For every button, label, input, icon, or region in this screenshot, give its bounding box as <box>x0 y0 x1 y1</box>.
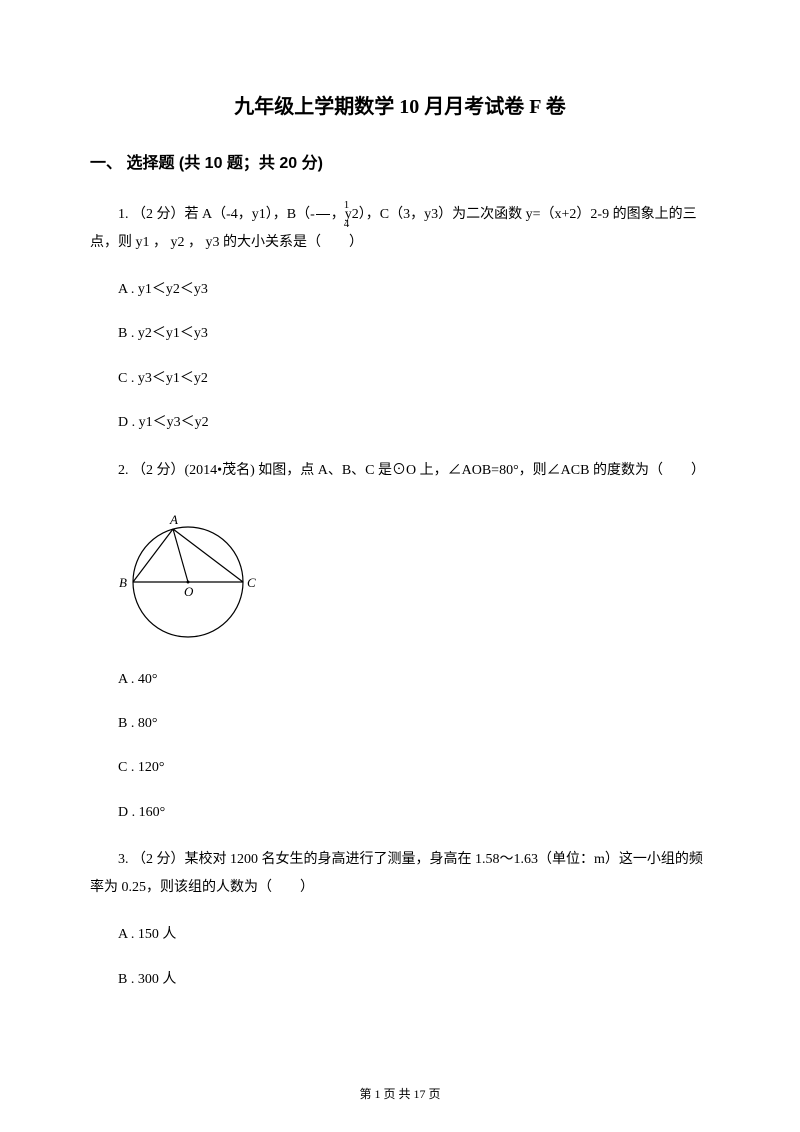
frac-denominator: 4 <box>316 219 330 230</box>
q2-option-d: D . 160° <box>90 802 710 824</box>
q1-option-b: B . y2＜y1＜y3 <box>90 323 710 345</box>
q1-prefix: 1. （2 分）若 A（-4，y1），B（- <box>118 207 315 222</box>
q3-option-a: A . 150 人 <box>90 924 710 946</box>
q1-option-d: D . y1＜y3＜y2 <box>90 412 710 434</box>
q2-option-b: B . 80° <box>90 713 710 735</box>
fraction-icon: 14 <box>316 202 330 228</box>
circle-diagram: A B C O <box>118 507 710 647</box>
svg-text:B: B <box>119 575 127 590</box>
svg-text:C: C <box>247 575 256 590</box>
svg-text:A: A <box>169 512 178 527</box>
q1-option-c: C . y3＜y1＜y2 <box>90 368 710 390</box>
q2-option-c: C . 120° <box>90 757 710 779</box>
frac-numerator: 1 <box>316 200 330 211</box>
question-1: 1. （2 分）若 A（-4，y1），B（-14，y2），C（3，y3）为二次函… <box>90 201 710 257</box>
page-footer: 第 1 页 共 17 页 <box>0 1085 800 1102</box>
question-3: 3. （2 分）某校对 1200 名女生的身高进行了测量，身高在 1.58～1.… <box>90 846 710 902</box>
question-2: 2. （2 分）(2014•茂名) 如图，点 A、B、C 是⊙O 上，∠AOB=… <box>90 457 710 485</box>
q1-option-a: A . y1＜y2＜y3 <box>90 279 710 301</box>
section-header: 一、 选择题 (共 10 题；共 20 分) <box>90 149 710 173</box>
frac-line <box>316 214 330 215</box>
svg-text:O: O <box>184 584 194 599</box>
page-title: 九年级上学期数学 10 月月考试卷 F 卷 <box>90 90 710 119</box>
circle-svg: A B C O <box>118 507 268 642</box>
q3-option-b: B . 300 人 <box>90 969 710 991</box>
q2-option-a: A . 40° <box>90 669 710 691</box>
